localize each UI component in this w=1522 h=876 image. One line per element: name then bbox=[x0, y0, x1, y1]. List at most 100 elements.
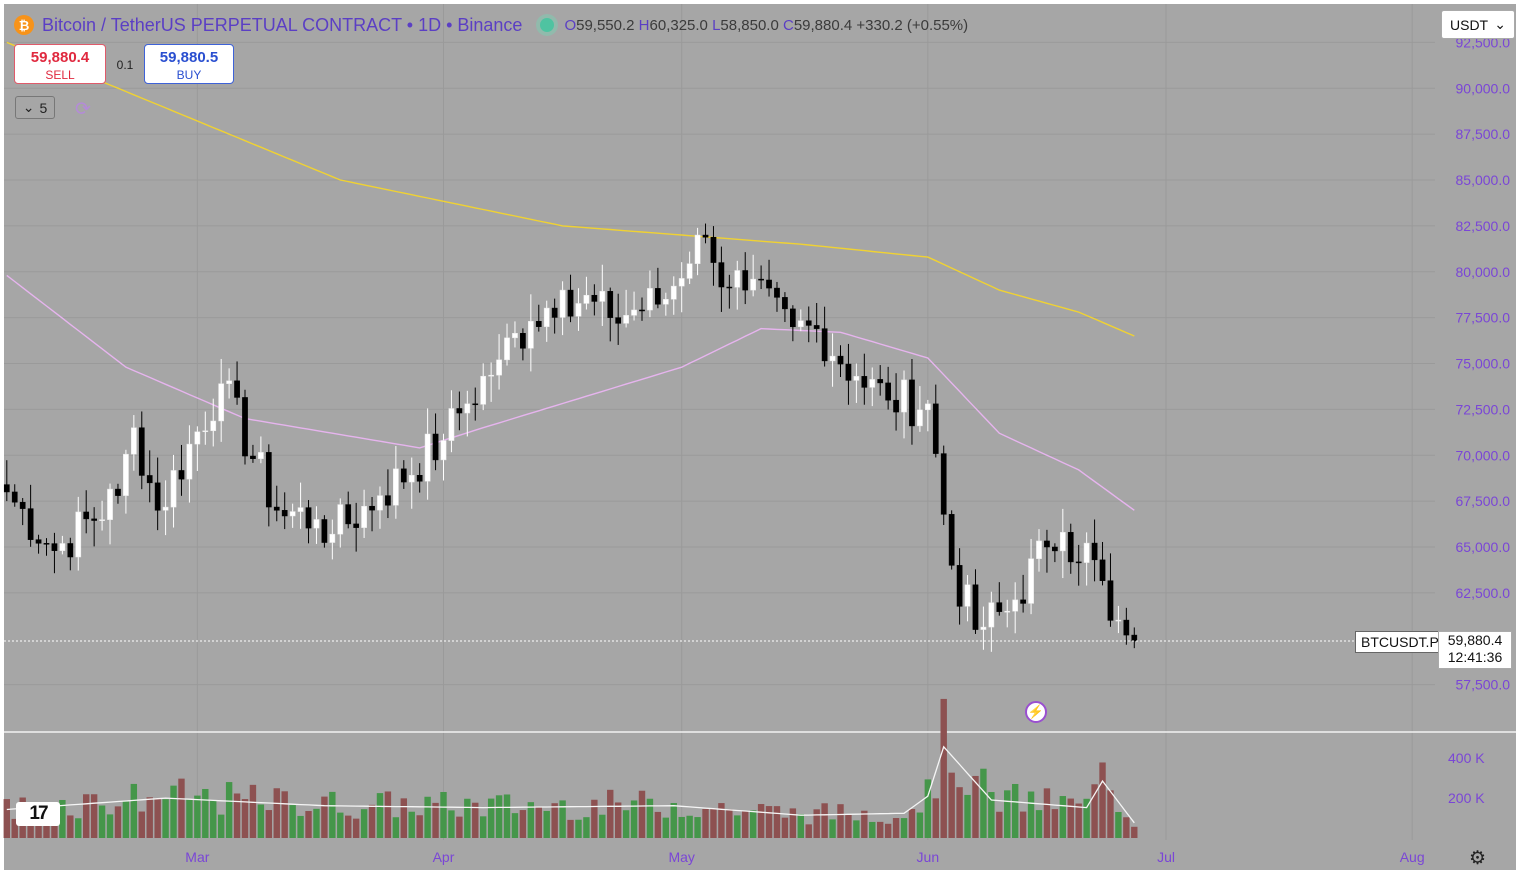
candle-body bbox=[1059, 532, 1066, 552]
volume-bar bbox=[694, 817, 701, 838]
candle-body bbox=[527, 321, 534, 349]
volume-bar bbox=[877, 821, 884, 838]
volume-bar bbox=[289, 805, 296, 838]
candle-body bbox=[662, 299, 669, 305]
volume-bar bbox=[734, 815, 741, 838]
volume-bar bbox=[900, 818, 908, 838]
candle-body bbox=[504, 337, 510, 361]
volume-bar bbox=[210, 800, 217, 838]
candle-body bbox=[258, 452, 264, 459]
volume-bar bbox=[1115, 812, 1122, 838]
candle-body bbox=[956, 565, 963, 607]
candle-body bbox=[940, 453, 947, 515]
candle-body bbox=[893, 399, 899, 413]
currency-select[interactable]: USDT ⌄ bbox=[1441, 10, 1515, 39]
volume-bar bbox=[853, 820, 860, 838]
volume-bar bbox=[249, 784, 257, 838]
volume-bar bbox=[440, 791, 447, 838]
volume-bar bbox=[1051, 809, 1059, 838]
candle-body bbox=[353, 523, 360, 528]
volume-bar bbox=[178, 778, 185, 838]
candle-body bbox=[115, 488, 121, 496]
candle-body bbox=[27, 508, 34, 540]
volume-bar bbox=[464, 798, 471, 838]
volume-bar bbox=[11, 818, 18, 838]
candle-body bbox=[424, 433, 431, 482]
candle-body bbox=[543, 307, 550, 327]
volume-bar bbox=[83, 794, 90, 838]
moving-averages bbox=[6, 41, 1135, 511]
volume-axis[interactable]: 400 K 200 K bbox=[1448, 750, 1485, 806]
volume-bar bbox=[154, 798, 161, 838]
candle-body bbox=[329, 533, 336, 543]
volume-bar bbox=[1123, 817, 1130, 838]
volume-bar bbox=[773, 806, 781, 838]
grid-lines bbox=[4, 4, 1435, 840]
candle-body bbox=[210, 420, 217, 432]
time-axis[interactable]: Mar Apr May Jun Jul Aug bbox=[185, 849, 1424, 865]
volume-bar bbox=[805, 824, 812, 838]
bitcoin-icon[interactable]: ₿ bbox=[14, 15, 34, 35]
volume-bar bbox=[884, 823, 892, 838]
candle-body bbox=[567, 289, 574, 317]
volume-bar bbox=[392, 817, 400, 838]
candle-body bbox=[932, 403, 939, 454]
candle-body bbox=[456, 408, 463, 414]
volume-bar bbox=[456, 816, 463, 838]
candle-body bbox=[909, 379, 915, 427]
time-tick-label: Apr bbox=[433, 849, 455, 865]
candle-body bbox=[321, 519, 328, 543]
candle-body bbox=[35, 539, 42, 544]
volume-bar bbox=[622, 810, 630, 838]
buy-button[interactable]: 59,880.5 BUY bbox=[144, 44, 234, 84]
candle-body bbox=[496, 359, 502, 376]
sell-button[interactable]: 59,880.4 SELL bbox=[14, 44, 106, 84]
price-tick-label: 57,500.0 bbox=[1456, 677, 1511, 693]
candle-body bbox=[694, 234, 701, 264]
candle-body bbox=[972, 584, 979, 630]
candle-body bbox=[226, 380, 232, 384]
gear-icon[interactable]: ⚙ bbox=[1469, 848, 1487, 869]
volume-bar bbox=[1067, 798, 1074, 838]
candle-body bbox=[790, 308, 796, 328]
indicators-toggle-button[interactable]: ⌄ 5 bbox=[15, 96, 55, 119]
candle-body bbox=[242, 397, 248, 457]
volume-bar bbox=[892, 818, 900, 838]
volume-tick-label: 200 K bbox=[1448, 790, 1485, 806]
price-tick-label: 87,500.0 bbox=[1456, 126, 1511, 142]
candle-body bbox=[607, 291, 614, 318]
volume-bar bbox=[908, 808, 916, 838]
candle-body bbox=[726, 286, 733, 289]
volume-bar bbox=[996, 811, 1003, 838]
price-axis[interactable]: 92,500.090,000.087,500.085,000.082,500.0… bbox=[1456, 34, 1511, 692]
candle-body bbox=[154, 482, 161, 511]
candle-body bbox=[1115, 619, 1122, 622]
volume-bar bbox=[1011, 783, 1019, 838]
volume-bar bbox=[678, 816, 685, 838]
volume-bar bbox=[607, 789, 614, 838]
buy-price: 59,880.5 bbox=[159, 49, 219, 66]
tradingview-logo[interactable]: 17 bbox=[16, 802, 60, 826]
close-value: 59,880.4 bbox=[793, 16, 853, 34]
volume-bar bbox=[614, 802, 622, 838]
volume-bar bbox=[408, 811, 415, 838]
candle-body bbox=[480, 375, 487, 405]
candle-body bbox=[591, 294, 598, 302]
lightning-icon[interactable]: ⚡ bbox=[1025, 701, 1047, 723]
volume-bar bbox=[1091, 784, 1098, 838]
candle-body bbox=[1131, 634, 1138, 642]
candle-body bbox=[11, 491, 18, 503]
candle-body bbox=[774, 287, 780, 298]
volume-bar bbox=[1099, 762, 1106, 838]
candle-body bbox=[194, 431, 201, 445]
candle-body bbox=[678, 278, 685, 287]
volume-bar bbox=[575, 819, 582, 838]
symbol-title[interactable]: Bitcoin / TetherUS PERPETUAL CONTRACT • … bbox=[42, 14, 523, 35]
candle-body bbox=[83, 511, 90, 520]
refresh-icon[interactable]: ⟳ bbox=[75, 99, 91, 120]
candle-body bbox=[1091, 542, 1098, 561]
high-label: H bbox=[638, 16, 650, 34]
candle-body bbox=[3, 484, 10, 493]
volume-bar bbox=[3, 799, 10, 838]
